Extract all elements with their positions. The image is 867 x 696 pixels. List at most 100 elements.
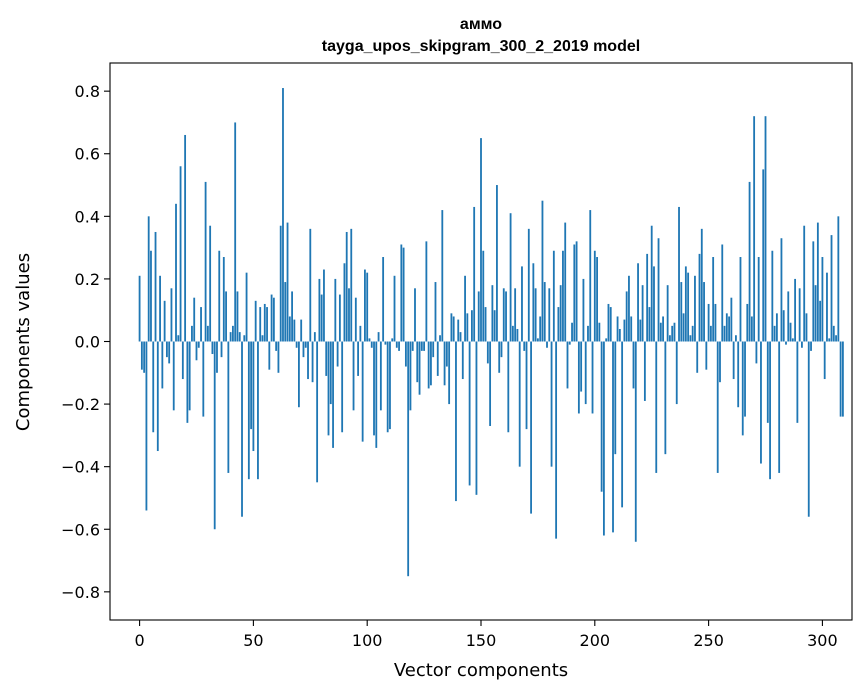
bar-133 [441,210,444,342]
bar-303 [828,338,831,342]
bar-183 [555,341,558,539]
bar-96 [357,341,360,376]
bar-168 [521,266,523,342]
bar-223 [646,253,649,342]
chart-subtitle: tayga_upos_skipgram_300_2_2019 model [322,38,640,55]
bar-298 [816,222,819,342]
bar-7 [154,231,157,342]
bar-144 [466,313,469,342]
bar-66 [288,316,291,342]
bar-119 [409,341,412,411]
bar-255 [719,341,721,383]
bar-57 [268,341,271,370]
bar-268 [748,181,751,342]
bar-22 [188,341,191,411]
bar-13 [168,341,171,364]
bar-301 [823,341,826,380]
bar-286 [789,322,792,342]
x-axis-label: Vector components [394,660,568,681]
bar-291 [801,341,803,348]
bar-49 [250,341,253,430]
bar-115 [400,244,403,342]
bar-21 [186,341,189,423]
bar-159 [500,341,503,358]
bar-146 [470,310,473,342]
bar-75 [309,228,312,342]
bar-309 [841,341,844,417]
bar-188 [566,341,569,389]
bar-100 [366,272,369,342]
bar-274 [762,169,765,342]
bar-38 [225,291,227,342]
bar-272 [757,257,760,342]
bar-262 [735,335,737,342]
bar-239 [682,313,685,342]
bar-210 [616,316,619,342]
bar-67 [291,291,293,342]
bar-213 [623,319,626,342]
bar-173 [532,263,535,342]
bar-302 [826,272,828,342]
bar-62 [279,225,282,342]
bar-15 [172,341,175,411]
bar-6 [152,341,155,433]
bar-171 [527,228,530,342]
bar-105 [377,332,380,342]
bar-258 [725,313,728,342]
bar-31 [209,225,212,342]
bar-72 [302,341,305,358]
bar-207 [609,307,612,342]
bar-25 [195,341,198,361]
bar-241 [687,272,690,342]
bar-12 [165,341,168,358]
bar-232 [666,285,669,342]
bar-89 [341,341,344,433]
bar-205 [605,338,608,342]
bar-233 [669,335,671,342]
bar-134 [443,341,446,386]
bar-231 [664,341,667,455]
x-axis-ticks: 0 50 100 150 200 250 300 [134,620,838,650]
bar-261 [732,341,735,380]
bar-85 [332,341,334,448]
bar-42 [234,122,237,342]
bar-3 [145,341,148,511]
x-tick-label-2: 100 [352,631,383,650]
bar-220 [639,319,642,342]
bar-184 [557,307,560,342]
bar-94 [352,341,355,411]
bar-224 [648,307,651,342]
bar-121 [414,288,416,342]
bar-242 [689,335,692,342]
bar-198 [589,210,592,342]
bar-33 [213,341,216,530]
bar-24 [193,297,196,342]
bar-32 [211,341,214,355]
bar-288 [794,278,797,342]
bar-214 [625,291,628,342]
bar-196 [584,341,587,405]
bar-82 [325,341,328,376]
bar-299 [819,300,822,342]
bar-117 [404,341,407,367]
x-tick-label-4: 200 [580,631,611,650]
bar-123 [418,341,421,395]
bar-78 [316,341,319,483]
bar-153 [486,341,489,364]
bar-1 [140,341,143,370]
bar-35 [218,250,221,342]
bar-172 [530,341,532,514]
bar-158 [498,341,501,373]
bar-175 [536,338,539,342]
y-tick-label-8: 0.8 [75,82,100,101]
bar-247 [700,228,703,342]
bar-294 [807,341,810,517]
bar-236 [675,341,678,405]
x-tick-label-6: 300 [807,631,838,650]
bar-71 [300,319,303,342]
bar-161 [505,291,507,342]
bar-79 [318,278,321,342]
bar-87 [336,341,339,367]
bar-265 [741,341,744,436]
bar-9 [159,275,161,342]
